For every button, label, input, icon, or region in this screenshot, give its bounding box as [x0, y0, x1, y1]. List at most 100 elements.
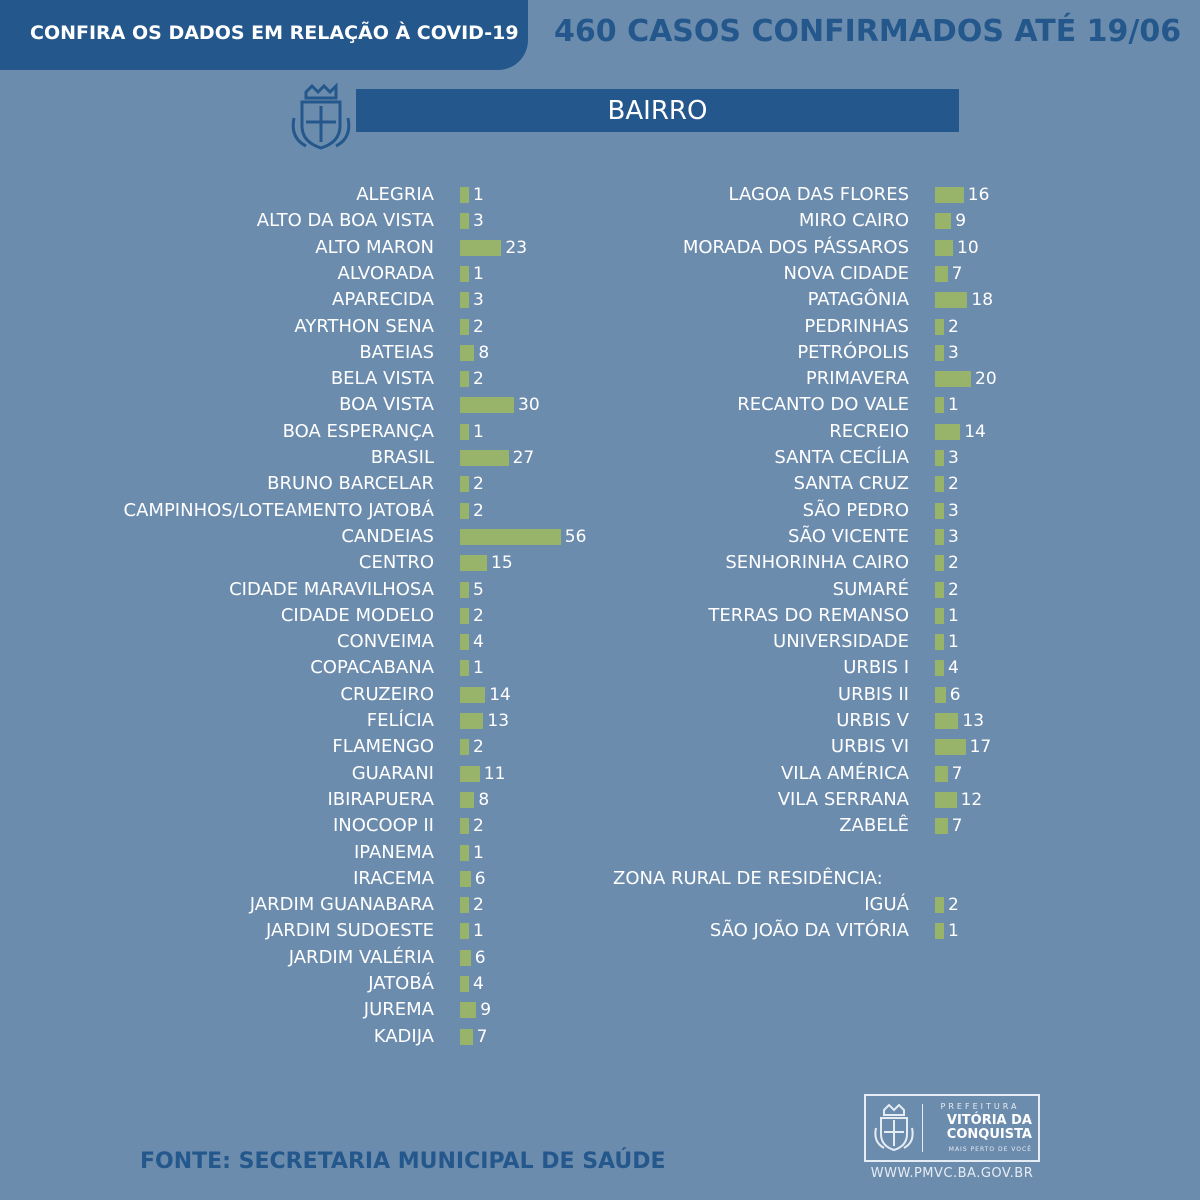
bar: [460, 976, 469, 992]
category-label: URBIS II: [837, 683, 909, 705]
value-label: 1: [473, 842, 484, 863]
category-label: JARDIM GUANABARA: [249, 894, 434, 916]
bar-row: RECREIO 14: [475, 419, 1075, 445]
bar: [935, 634, 944, 651]
bar: [460, 686, 486, 703]
value-label: 2: [948, 895, 959, 916]
bar-row: CONVEIMA 4: [0, 629, 600, 655]
value-label: 2: [948, 553, 959, 574]
value-label: 15: [491, 553, 513, 574]
bar: [460, 476, 469, 493]
bar-row: INOCOOP II 2: [0, 813, 600, 839]
bar: [935, 476, 944, 493]
bar-row: BELA VISTA 2: [0, 366, 600, 392]
category-label: JARDIM SUDOESTE: [265, 920, 434, 942]
brand-divider: [922, 1104, 923, 1152]
value-label: 7: [951, 263, 963, 284]
category-label: COPACABANA: [310, 657, 434, 679]
value-label: 1: [473, 658, 484, 679]
value-label: 3: [473, 211, 484, 232]
value-label: 3: [948, 500, 959, 521]
category-label: SANTA CRUZ: [793, 473, 909, 495]
value-label: 11: [483, 763, 506, 784]
bar: [935, 555, 944, 572]
bar: [935, 371, 971, 388]
bar-row: URBIS II 6: [475, 682, 1075, 708]
value-label: 2: [473, 500, 484, 521]
bar-row: KADIJA 7: [0, 1024, 600, 1050]
category-label: PEDRINHAS: [804, 315, 909, 337]
value-label: 56: [564, 526, 587, 547]
value-label: 4: [473, 974, 484, 994]
category-label: BOA ESPERANÇA: [282, 420, 434, 442]
bar-row: CRUZEIRO 14: [0, 682, 600, 708]
value-label: 2: [948, 316, 959, 337]
value-label: 3: [948, 448, 959, 468]
bar: [935, 686, 946, 703]
bar: [935, 791, 957, 808]
bar: [460, 450, 509, 466]
bar-row: BATEIAS 8: [0, 340, 600, 366]
bar-row: SÃO JOÃO DA VITÓRIA 1: [475, 918, 1075, 944]
category-label: PETRÓPOLIS: [797, 341, 909, 363]
category-label: APARECIDA: [332, 289, 434, 311]
category-label: CONVEIMA: [336, 631, 434, 653]
category-label: GUARANI: [351, 762, 434, 784]
bar: [935, 897, 944, 914]
category-label: SANTA CECÍLIA: [774, 447, 909, 468]
bar-row: IPANEMA 1: [0, 840, 600, 866]
value-label: 1: [948, 632, 959, 653]
category-label: TERRAS DO REMANSO: [708, 604, 909, 626]
tab-title: CONFIRA OS DADOS EM RELAÇÃO À COVID-19: [30, 22, 519, 44]
bar-row: NOVA CIDADE 7: [475, 261, 1075, 287]
bar: [935, 265, 948, 282]
brand-url[interactable]: WWW.PMVC.BA.GOV.BR: [870, 1166, 1034, 1181]
value-label: 1: [948, 395, 959, 416]
bar: [935, 450, 944, 466]
category-label: JARDIM VALÉRIA: [288, 946, 434, 968]
bar: [460, 344, 475, 361]
value-label: 6: [474, 868, 486, 889]
bar-row: PETRÓPOLIS 3: [475, 340, 1075, 366]
bar: [460, 528, 561, 545]
bar: [935, 239, 953, 256]
bar: [460, 739, 469, 756]
brand-logo: PREFEITURA VITÓRIA DA CONQUISTA MAIS PER…: [864, 1094, 1040, 1162]
bar-row: SÃO VICENTE 3: [475, 524, 1075, 550]
category-label: INOCOOP II: [332, 815, 434, 837]
bar: [460, 239, 502, 256]
bar: [460, 581, 469, 598]
bar-row: ALTO MARON 23: [0, 235, 600, 261]
bar: [935, 765, 948, 782]
bar: [460, 870, 471, 887]
category-label: LAGOA DAS FLORES: [728, 184, 910, 205]
bar-row: IBIRAPUERA 8: [0, 787, 600, 813]
value-label: 2: [473, 816, 484, 837]
bar: [460, 397, 514, 414]
section-title: BAIRRO: [356, 89, 959, 132]
bar: [935, 607, 944, 624]
bar: [460, 765, 480, 782]
value-label: 13: [487, 711, 510, 731]
value-label: 7: [951, 763, 963, 784]
value-label: 1: [948, 921, 959, 942]
bar: [460, 187, 469, 203]
value-label: 16: [967, 185, 990, 205]
bar-row: BRASIL 27: [0, 445, 600, 471]
bar-row: COPACABANA 1: [0, 655, 600, 681]
value-label: 1: [473, 921, 484, 942]
category-label: MORADA DOS PÁSSAROS: [682, 236, 909, 258]
bar: [460, 292, 469, 309]
value-label: 1: [473, 263, 484, 284]
top-tab: CONFIRA OS DADOS EM RELAÇÃO À COVID-19: [0, 0, 528, 70]
value-label: 4: [948, 658, 959, 679]
category-label: SÃO JOÃO DA VITÓRIA: [709, 920, 909, 942]
bar-row: UNIVERSIDADE 1: [475, 629, 1075, 655]
bar: [460, 949, 471, 966]
bar-row: CENTRO 15: [0, 550, 600, 576]
bar: [935, 581, 944, 598]
bar-row: VILA AMÉRICA 7: [475, 761, 1075, 787]
category-label: BELA VISTA: [330, 368, 434, 390]
value-label: 1: [473, 185, 484, 205]
bar-row: JUREMA 9: [0, 997, 600, 1023]
